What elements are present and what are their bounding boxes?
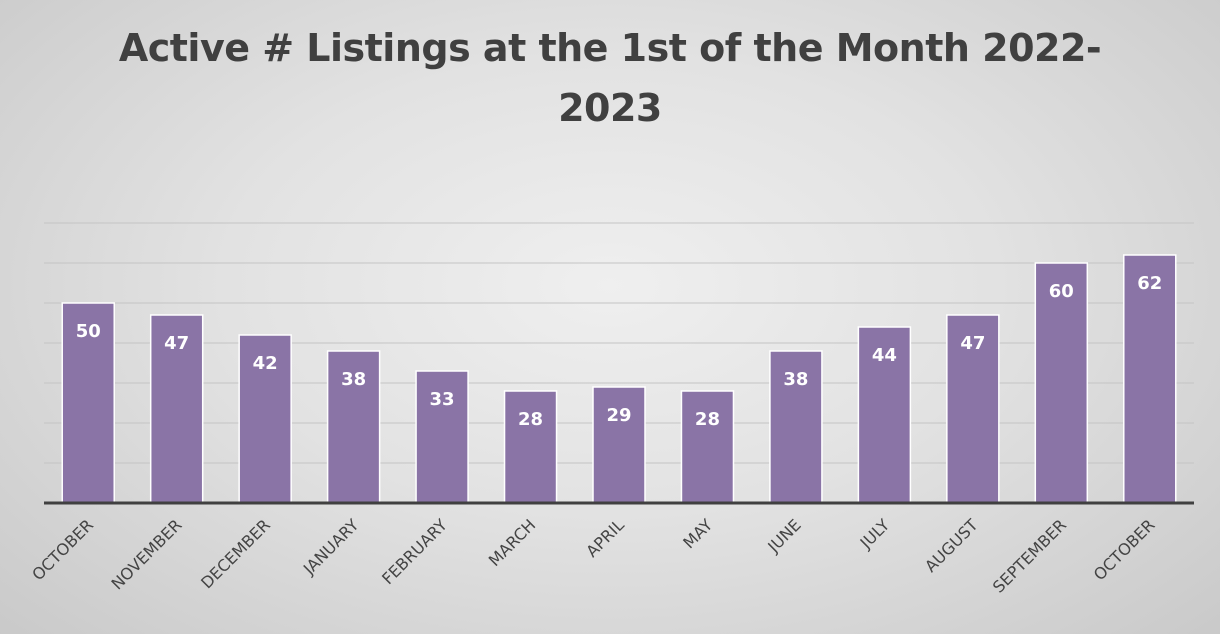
x-tick-label: FEBRUARY: [378, 515, 451, 588]
x-tick-label: JULY: [856, 515, 894, 553]
bar: [857, 326, 912, 504]
bar: [946, 314, 1000, 504]
bar: [61, 302, 115, 504]
bar: [680, 390, 735, 504]
x-tick-label: NOVEMBER: [107, 515, 185, 593]
x-tick-label: JUNE: [763, 515, 804, 556]
x-tick-label: AUGUST: [921, 515, 982, 576]
x-tick-label: SEPTEMBER: [989, 515, 1070, 596]
x-tick-label: OCTOBER: [28, 515, 97, 584]
data-labels: 50 47 42 38 33 28 29 28 38 44 47 60 62: [76, 273, 1163, 430]
bar: [415, 370, 469, 504]
bar: [769, 350, 823, 504]
x-tick-label: APRIL: [582, 515, 628, 561]
data-label: 47: [960, 333, 985, 354]
chart-title: Active # Listings at the 1st of the Mont…: [118, 26, 1102, 130]
data-label: 29: [606, 405, 631, 426]
x-tick-label: MAY: [679, 515, 716, 552]
data-label: 60: [1049, 281, 1074, 302]
bar: [238, 334, 292, 504]
data-label: 38: [341, 369, 366, 390]
data-label: 47: [164, 333, 189, 354]
bars: [61, 254, 1177, 504]
data-label: 50: [76, 321, 101, 342]
data-label: 44: [872, 345, 897, 366]
x-tick-label: OCTOBER: [1090, 515, 1159, 584]
data-label: 62: [1137, 273, 1162, 294]
x-tick-label: DECEMBER: [197, 515, 274, 592]
data-label: 33: [430, 389, 455, 410]
data-label: 28: [695, 409, 720, 430]
x-tick-label: JANUARY: [299, 515, 363, 579]
data-label: 38: [783, 369, 808, 390]
x-tick-label: MARCH: [485, 515, 540, 570]
gridlines: [44, 222, 1194, 464]
data-label: 28: [518, 409, 543, 430]
data-label: 42: [253, 353, 278, 374]
bar: [1123, 254, 1177, 504]
bar: [503, 390, 558, 504]
x-tick-labels: OCTOBER NOVEMBER DECEMBER JANUARY FEBRUARY MA…: [28, 515, 1158, 596]
